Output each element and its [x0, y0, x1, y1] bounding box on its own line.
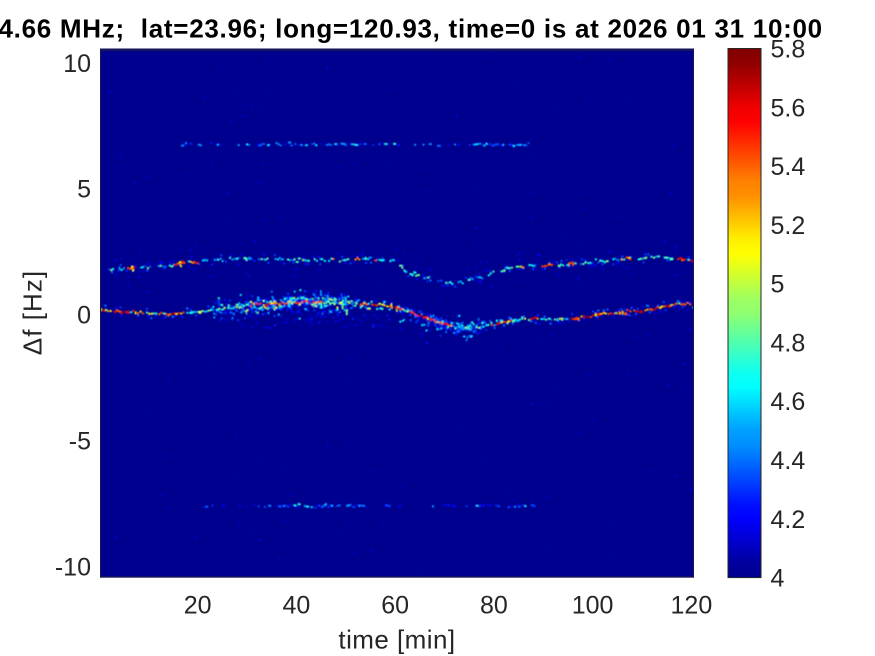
svg-text:10: 10	[63, 50, 91, 78]
svg-text:40: 40	[282, 591, 310, 619]
svg-text:-10: -10	[55, 554, 91, 582]
svg-text:5.6: 5.6	[771, 94, 806, 122]
svg-text:-5: -5	[69, 428, 91, 456]
svg-text:100: 100	[572, 591, 614, 619]
svg-text:0: 0	[77, 302, 91, 330]
svg-text:20: 20	[184, 591, 212, 619]
svg-text:4.6: 4.6	[771, 388, 806, 416]
svg-text:4.66 MHz; lat=23.96; long=120: 4.66 MHz; lat=23.96; long=120.93, time=0…	[0, 13, 823, 43]
svg-text:60: 60	[381, 591, 409, 619]
svg-text:Δf [Hz]: Δf [Hz]	[18, 270, 48, 355]
svg-text:4.2: 4.2	[771, 506, 806, 534]
svg-text:5.2: 5.2	[771, 212, 806, 240]
svg-text:80: 80	[480, 591, 508, 619]
svg-text:4: 4	[771, 565, 785, 593]
svg-text:5: 5	[77, 176, 91, 204]
svg-text:5.8: 5.8	[771, 36, 806, 64]
svg-text:time [min]: time [min]	[338, 625, 455, 655]
svg-text:4.4: 4.4	[771, 447, 806, 475]
svg-text:5: 5	[771, 271, 785, 299]
svg-text:5.4: 5.4	[771, 153, 806, 181]
svg-text:120: 120	[671, 591, 713, 619]
svg-text:4.8: 4.8	[771, 329, 806, 357]
